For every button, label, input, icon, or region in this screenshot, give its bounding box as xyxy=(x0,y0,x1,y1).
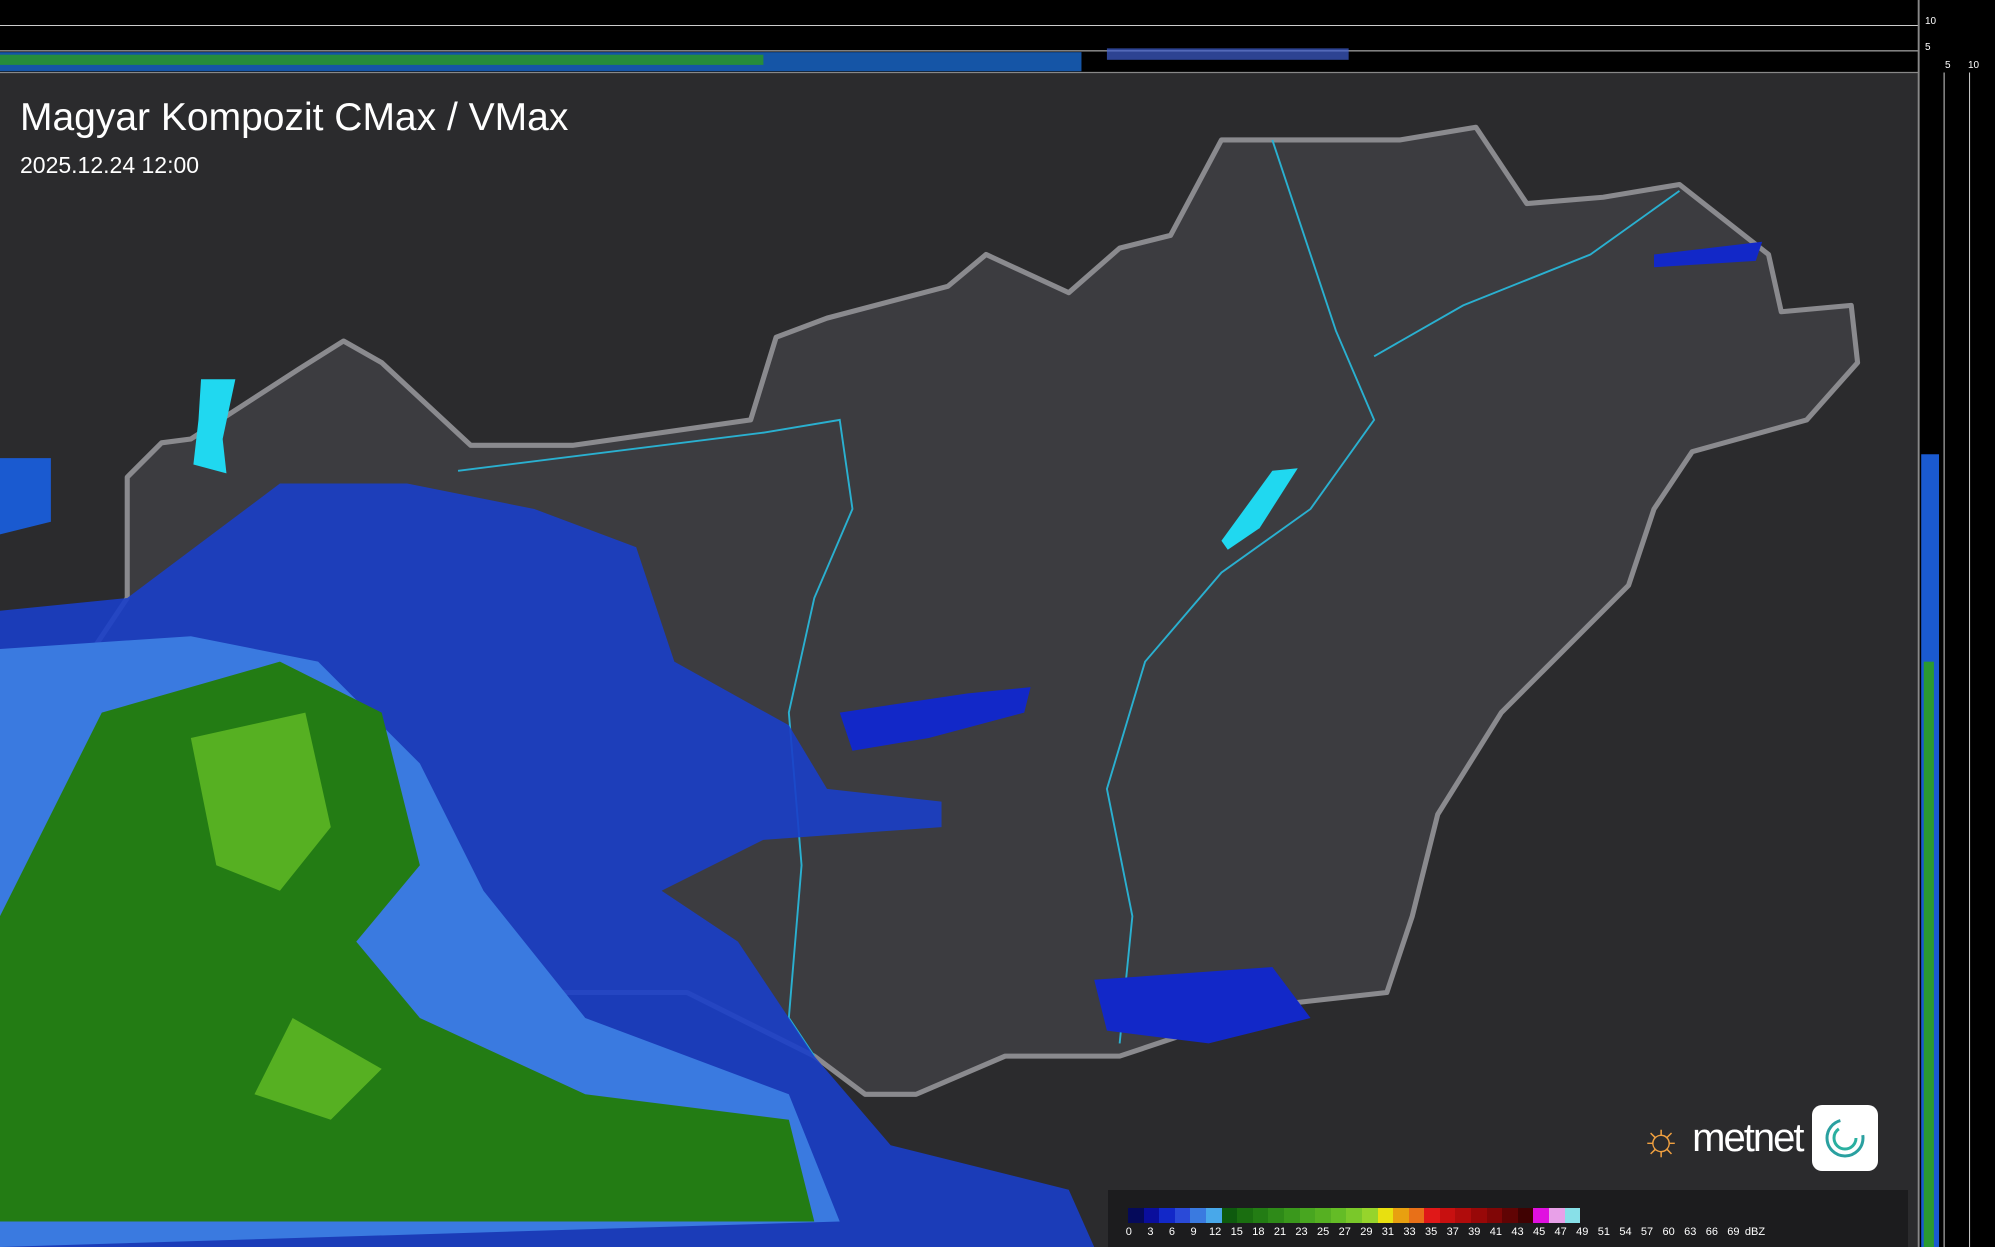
legend-label: 49 xyxy=(1576,1226,1589,1238)
legend-swatch xyxy=(1174,1208,1191,1223)
legend-label: 21 xyxy=(1273,1226,1287,1238)
legend-swatch xyxy=(1517,1208,1534,1223)
legend-label: 66 xyxy=(1705,1226,1718,1238)
legend-swatch xyxy=(1549,1208,1565,1223)
axis-tick-right-10: 10 xyxy=(1968,60,1980,71)
legend-label: 43 xyxy=(1511,1226,1524,1238)
legend-color-bar xyxy=(1128,1208,1581,1223)
legend-swatch xyxy=(1252,1208,1269,1223)
legend-label: 63 xyxy=(1684,1226,1697,1238)
color-legend: 0 3 6 9 12 15 18 21 23 25 27 29 31 33 35 37 39 41 43 45 47 49… xyxy=(1108,1190,1908,1247)
legend-swatch xyxy=(1143,1208,1160,1223)
legend-label: 57 xyxy=(1640,1226,1654,1238)
legend-label: 41 xyxy=(1489,1226,1503,1238)
legend-swatch xyxy=(1424,1208,1440,1223)
legend-swatch xyxy=(1377,1208,1394,1223)
rivers xyxy=(457,139,1681,1057)
legend-swatch xyxy=(1283,1208,1300,1223)
lake-balaton xyxy=(1221,468,1298,550)
legend-swatch xyxy=(1393,1208,1409,1223)
lake-neusiedl xyxy=(193,379,236,474)
legend-swatch xyxy=(1190,1208,1206,1223)
legend-labels: 0 3 6 9 12 15 18 21 23 25 27 29 31 33 35 37 39 41 43 45 47 49… xyxy=(1118,1226,1766,1238)
legend-label: 51 xyxy=(1597,1226,1610,1238)
legend-swatch xyxy=(1315,1208,1331,1223)
legend-label: 47 xyxy=(1554,1226,1567,1238)
legend-swatch xyxy=(1237,1208,1253,1223)
legend-unit: dBZ xyxy=(1744,1226,1766,1238)
legend-label: 54 xyxy=(1619,1226,1632,1238)
legend-label: 69 xyxy=(1727,1226,1740,1238)
legend-label: 33 xyxy=(1403,1226,1416,1238)
legend-swatch xyxy=(1299,1208,1316,1223)
legend-swatch xyxy=(1564,1208,1581,1223)
legend-swatch xyxy=(1159,1208,1175,1223)
axis-tick-top-5: 5 xyxy=(1925,42,1931,53)
legend-swatch xyxy=(1502,1208,1518,1223)
legend-label: 6 xyxy=(1168,1226,1176,1238)
legend-label: 9 xyxy=(1190,1226,1197,1238)
metnet-logo: ☼ metnet xyxy=(1640,1105,1879,1171)
logo-text: metnet xyxy=(1692,1115,1804,1160)
legend-label: 29 xyxy=(1360,1226,1373,1238)
legend-label: 25 xyxy=(1317,1226,1330,1238)
legend-swatch xyxy=(1346,1208,1362,1223)
map-timestamp: 2025.12.24 12:00 xyxy=(20,152,200,178)
map-title: Magyar Kompozit CMax / VMax xyxy=(20,96,569,139)
legend-label: 15 xyxy=(1230,1226,1243,1238)
sun-icon: ☼ xyxy=(1640,1112,1683,1164)
legend-label: 23 xyxy=(1295,1226,1308,1238)
axis-tick-top-10: 10 xyxy=(1925,16,1937,27)
legend-swatch xyxy=(1408,1208,1425,1223)
legend-swatch xyxy=(1486,1208,1503,1223)
legend-label: 3 xyxy=(1147,1226,1154,1238)
legend-swatch xyxy=(1205,1208,1222,1223)
legend-label: 31 xyxy=(1381,1226,1395,1238)
right-profile-strip xyxy=(1917,0,1971,1247)
axis-tick-right-5: 5 xyxy=(1945,60,1951,71)
precipitation xyxy=(0,241,1763,1247)
legend-swatch xyxy=(1361,1208,1378,1223)
swirl-icon xyxy=(1812,1105,1879,1171)
legend-label: 18 xyxy=(1252,1226,1265,1238)
legend-label: 35 xyxy=(1424,1226,1438,1238)
legend-swatch xyxy=(1268,1208,1284,1223)
legend-label: 12 xyxy=(1209,1226,1222,1238)
legend-label: 27 xyxy=(1338,1226,1351,1238)
legend-swatch xyxy=(1330,1208,1347,1223)
legend-label: 0 xyxy=(1125,1226,1132,1238)
legend-label: 39 xyxy=(1468,1226,1481,1238)
legend-swatch xyxy=(1221,1208,1238,1223)
legend-label: 60 xyxy=(1662,1226,1675,1238)
legend-swatch xyxy=(1471,1208,1487,1223)
top-profile-strip xyxy=(0,24,1919,74)
legend-label: 37 xyxy=(1446,1226,1459,1238)
legend-swatch xyxy=(1128,1208,1144,1223)
legend-swatch xyxy=(1455,1208,1472,1223)
legend-swatch xyxy=(1533,1208,1550,1223)
legend-label: 45 xyxy=(1532,1226,1546,1238)
legend-swatch xyxy=(1439,1208,1456,1223)
